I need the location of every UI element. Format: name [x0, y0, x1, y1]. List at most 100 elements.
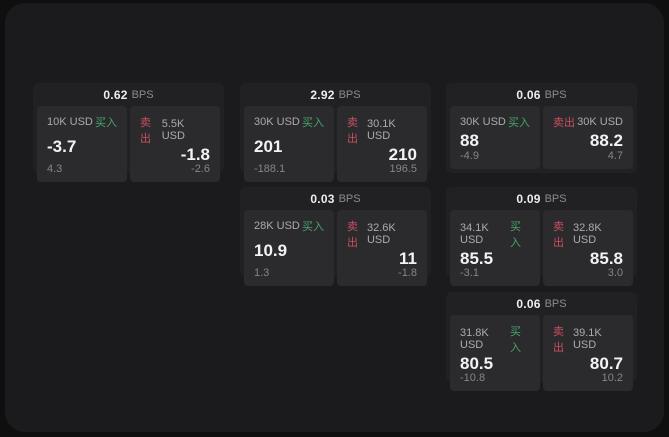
- bps-unit-label: BPS: [338, 192, 361, 205]
- sell-value: -1.8: [180, 145, 210, 164]
- bps-value: 0.09: [516, 191, 541, 206]
- buy-tag: 买入: [302, 117, 324, 129]
- buy-quote-button[interactable]: 28K USD 买入 10.9 1.3: [244, 210, 334, 286]
- bps-header: 0.62 BPS: [33, 83, 224, 103]
- bps-unit-label: BPS: [131, 88, 154, 101]
- app-panel: 0.62 BPS 10K USD 买入 -3.7 4.3 卖出 5.5K USD…: [5, 3, 664, 432]
- sell-tag: 卖出: [347, 221, 358, 249]
- bps-unit-label: BPS: [544, 192, 567, 205]
- buy-row: 30K USD 买入: [254, 114, 324, 130]
- buy-amount: 31.8K USD: [460, 327, 489, 351]
- buy-row: 34.1K USD 买入: [460, 218, 530, 250]
- quote-card-body: 10K USD 买入 -3.7 4.3 卖出 5.5K USD -1.8 -2.…: [33, 103, 224, 186]
- sell-amount: 30.1K USD: [366, 118, 396, 142]
- quote-card: 2.92 BPS 30K USD 买入 201 -188.1 卖出 30.1K …: [240, 83, 431, 182]
- bps-unit-label: BPS: [338, 88, 361, 101]
- sell-row: 卖出 30K USD: [553, 114, 623, 130]
- buy-amount: 34.1K USD: [460, 222, 489, 246]
- sell-quote-button[interactable]: 卖出 32.8K USD 85.8 3.0: [543, 210, 633, 286]
- quote-card: 0.62 BPS 10K USD 买入 -3.7 4.3 卖出 5.5K USD…: [33, 83, 224, 182]
- sell-amount: 32.8K USD: [572, 222, 602, 246]
- sell-quote-button[interactable]: 卖出 32.6K USD 11 -1.8: [337, 210, 427, 286]
- sell-row: 卖出 32.8K USD: [553, 218, 623, 250]
- bps-unit-label: BPS: [544, 88, 567, 101]
- buy-value: 80.5: [460, 354, 494, 373]
- bps-value: 0.06: [516, 87, 541, 102]
- buy-row: 30K USD 买入: [460, 114, 530, 130]
- bps-unit-label: BPS: [544, 297, 567, 310]
- sell-quote-button[interactable]: 卖出 30.1K USD 210 196.5: [337, 106, 427, 182]
- buy-sub-value: 1.3: [254, 267, 270, 279]
- sell-value: 80.7: [589, 354, 623, 373]
- buy-value: 10.9: [254, 241, 288, 260]
- sell-tag: 卖出: [347, 117, 358, 145]
- sell-row: 卖出 5.5K USD: [140, 114, 210, 146]
- sell-sub-value: 196.5: [389, 163, 417, 175]
- quote-card: 0.03 BPS 28K USD 买入 10.9 1.3 卖出 32.6K US…: [240, 187, 431, 286]
- bps-value: 0.06: [516, 296, 541, 311]
- buy-value: 201: [254, 137, 283, 156]
- sell-tag: 卖出: [140, 117, 151, 145]
- bps-header: 2.92 BPS: [240, 83, 431, 103]
- buy-sub-value: -10.8: [460, 372, 486, 384]
- sell-quote-button[interactable]: 卖出 5.5K USD -1.8 -2.6: [130, 106, 220, 182]
- buy-value: 85.5: [460, 249, 494, 268]
- sell-sub-value: -2.6: [191, 163, 210, 175]
- buy-amount: 10K USD: [47, 116, 93, 128]
- sell-amount: 5.5K USD: [161, 118, 185, 142]
- buy-quote-button[interactable]: 34.1K USD 买入 85.5 -3.1: [450, 210, 540, 286]
- buy-row: 28K USD 买入: [254, 218, 324, 234]
- quote-card-body: 30K USD 买入 201 -188.1 卖出 30.1K USD 210 1…: [240, 103, 431, 186]
- buy-amount: 28K USD: [254, 220, 300, 232]
- buy-sub-value: -188.1: [254, 163, 286, 175]
- bps-header: 0.09 BPS: [446, 187, 637, 207]
- buy-quote-button[interactable]: 10K USD 买入 -3.7 4.3: [37, 106, 127, 182]
- buy-row: 31.8K USD 买入: [460, 323, 530, 355]
- sell-quote-button[interactable]: 卖出 39.1K USD 80.7 10.2: [543, 315, 633, 391]
- buy-amount: 30K USD: [254, 116, 300, 128]
- sell-tag: 卖出: [553, 326, 564, 354]
- sell-amount: 32.6K USD: [366, 222, 396, 246]
- sell-row: 卖出 39.1K USD: [553, 323, 623, 355]
- buy-quote-button[interactable]: 30K USD 买入 201 -188.1: [244, 106, 334, 182]
- bps-header: 0.03 BPS: [240, 187, 431, 207]
- buy-amount: 30K USD: [460, 116, 506, 128]
- bps-value: 0.03: [310, 191, 335, 206]
- sell-tag: 卖出: [553, 117, 575, 129]
- buy-tag: 买入: [95, 117, 117, 129]
- buy-row: 10K USD 买入: [47, 114, 117, 130]
- sell-row: 卖出 32.6K USD: [347, 218, 417, 250]
- buy-tag: 买入: [510, 221, 522, 249]
- buy-value: -3.7: [47, 137, 77, 156]
- quote-card-body: 30K USD 买入 88 -4.9 卖出 30K USD 88.2 4.7: [446, 103, 637, 173]
- buy-tag: 买入: [302, 221, 324, 233]
- sell-value: 85.8: [589, 249, 623, 268]
- sell-amount: 30K USD: [577, 116, 623, 128]
- buy-quote-button[interactable]: 31.8K USD 买入 80.5 -10.8: [450, 315, 540, 391]
- quote-card-body: 31.8K USD 买入 80.5 -10.8 卖出 39.1K USD 80.…: [446, 312, 637, 395]
- bps-header: 0.06 BPS: [446, 292, 637, 312]
- sell-sub-value: 3.0: [607, 267, 623, 279]
- quote-card: 0.06 BPS 31.8K USD 买入 80.5 -10.8 卖出 39.1…: [446, 292, 637, 391]
- buy-tag: 买入: [508, 117, 530, 129]
- buy-value: 88: [460, 130, 479, 150]
- sell-row: 卖出 30.1K USD: [347, 114, 417, 146]
- quote-card-body: 28K USD 买入 10.9 1.3 卖出 32.6K USD 11 -1.8: [240, 207, 431, 290]
- quote-card: 0.06 BPS 30K USD 买入 88 -4.9 卖出 30K USD 8…: [446, 83, 637, 173]
- quote-card-body: 34.1K USD 买入 85.5 -3.1 卖出 32.8K USD 85.8…: [446, 207, 637, 290]
- sell-value: 210: [388, 145, 417, 164]
- sell-quote-button[interactable]: 卖出 30K USD 88.2 4.7: [543, 106, 633, 169]
- bps-header: 0.06 BPS: [446, 83, 637, 103]
- sell-sub-value: -1.8: [398, 267, 417, 279]
- quote-card: 0.09 BPS 34.1K USD 买入 85.5 -3.1 卖出 32.8K…: [446, 187, 637, 286]
- buy-tag: 买入: [510, 326, 522, 354]
- sell-amount: 39.1K USD: [572, 327, 602, 351]
- buy-sub-value: -3.1: [460, 267, 479, 279]
- buy-quote-button[interactable]: 30K USD 买入 88 -4.9: [450, 106, 540, 169]
- sell-value: 11: [399, 249, 417, 268]
- sell-value: 88.2: [589, 130, 623, 150]
- sell-tag: 卖出: [553, 221, 564, 249]
- sell-sub-value: 10.2: [601, 372, 623, 384]
- bps-value: 2.92: [310, 87, 335, 102]
